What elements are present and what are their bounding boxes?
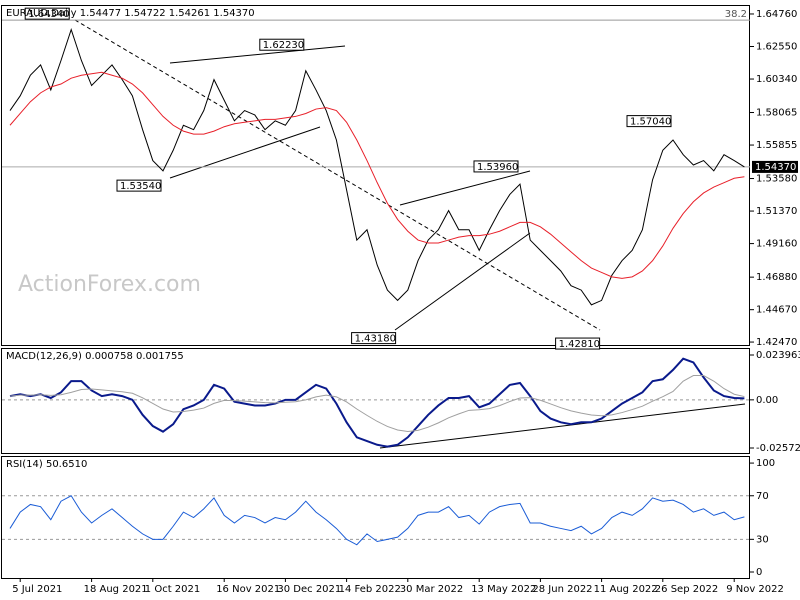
y-tick-label: 1.58065 <box>756 108 797 119</box>
trend-line <box>379 403 746 449</box>
price-annotation: 1.57040 <box>626 115 672 128</box>
y-tick-label: 30 <box>756 534 769 545</box>
y-tick-label: 1.49160 <box>756 239 797 250</box>
price-annotation: 1.53540 <box>116 179 162 192</box>
y-tick-label: 70 <box>756 491 769 502</box>
y-tick-label: 1.53580 <box>756 174 797 185</box>
series-line <box>9 357 745 448</box>
series-line <box>9 495 745 546</box>
annotation-label: 1.53960 <box>477 162 518 173</box>
macd-frame <box>1 348 750 454</box>
y-tick-label: 0 <box>756 567 762 578</box>
trend-line <box>399 170 531 206</box>
panel-frames <box>1 5 750 579</box>
price-annotation: 1.43180 <box>351 332 397 345</box>
annotation-label: 1.42810 <box>559 339 600 350</box>
annotation-label: 1.62230 <box>263 40 304 51</box>
last-price-tag <box>752 160 798 173</box>
annotation-box <box>116 179 162 192</box>
x-tick-label: 14 Feb 2022 <box>339 584 401 595</box>
annotation-box <box>555 337 601 350</box>
y-tick-label: 0.023963 <box>756 350 800 361</box>
panel-title: EURAUD,Daily 1.54477 1.54722 1.54261 1.5… <box>6 8 255 19</box>
x-tick-label: 16 Nov 2021 <box>216 584 280 595</box>
annotation-box <box>24 7 70 20</box>
fib-label: 38.2 <box>725 9 747 20</box>
y-tick-label: 1.64760 <box>756 9 797 20</box>
annotation-label: 1.57040 <box>630 117 671 128</box>
annotation-label: 1.53540 <box>120 181 161 192</box>
panel-title: RSI(14) 50.6510 <box>6 459 87 470</box>
trend-line <box>169 126 321 179</box>
rsi-frame <box>1 456 750 579</box>
annotation-box <box>259 38 305 51</box>
watermark: ActionForex.com <box>18 272 201 297</box>
panel-title: MACD(12,26,9) 0.000758 0.001755 <box>6 351 184 362</box>
x-tick-label: 30 Mar 2022 <box>400 584 463 595</box>
x-tick-label: 18 Aug 2021 <box>84 584 148 595</box>
y-tick-label: 0.00 <box>756 395 778 406</box>
y-tick-label: 1.42470 <box>756 337 797 348</box>
y-tick-label: 1.51370 <box>756 206 797 217</box>
y-tick-label: 1.55855 <box>756 140 797 151</box>
trend-line <box>169 45 346 64</box>
y-tick-label: 1.46880 <box>756 272 797 283</box>
annotation-label: 1.43180 <box>355 334 396 345</box>
series-line <box>9 71 745 279</box>
series-line <box>9 27 745 306</box>
x-tick-label: 26 Sep 2022 <box>655 584 718 595</box>
annotation-box <box>473 160 519 173</box>
x-tick-label: 30 Dec 2021 <box>277 584 341 595</box>
price-annotation: 1.62230 <box>259 38 305 51</box>
y-tick-label: 1.60340 <box>756 74 797 85</box>
trend-line <box>74 19 601 331</box>
trend-lines <box>74 19 746 449</box>
x-tick-label: 5 Jul 2021 <box>12 584 62 595</box>
last-price-label: 1.54370 <box>755 162 796 173</box>
series-line <box>9 375 745 432</box>
annotation-box <box>351 332 397 345</box>
annotation-label: 1.64340 <box>28 9 69 20</box>
y-tick-label: -0.025726 <box>756 443 800 454</box>
y-tick-label: 1.62550 <box>756 42 797 53</box>
trend-line <box>394 232 531 331</box>
y-tick-label: 100 <box>756 458 775 469</box>
x-tick-label: 1 Oct 2021 <box>145 584 200 595</box>
price-annotation: 1.64340 <box>24 7 70 20</box>
x-tick-label: 28 Jun 2022 <box>532 584 592 595</box>
x-tick-label: 11 Aug 2022 <box>594 584 658 595</box>
price-annotation: 1.53960 <box>473 160 519 173</box>
y-tick-label: 1.44670 <box>756 305 797 316</box>
price-annotation: 1.42810 <box>555 337 601 350</box>
x-tick-label: 9 Nov 2022 <box>726 584 784 595</box>
annotation-box <box>626 115 672 128</box>
x-tick-label: 13 May 2022 <box>471 584 536 595</box>
price-frame <box>1 5 750 346</box>
